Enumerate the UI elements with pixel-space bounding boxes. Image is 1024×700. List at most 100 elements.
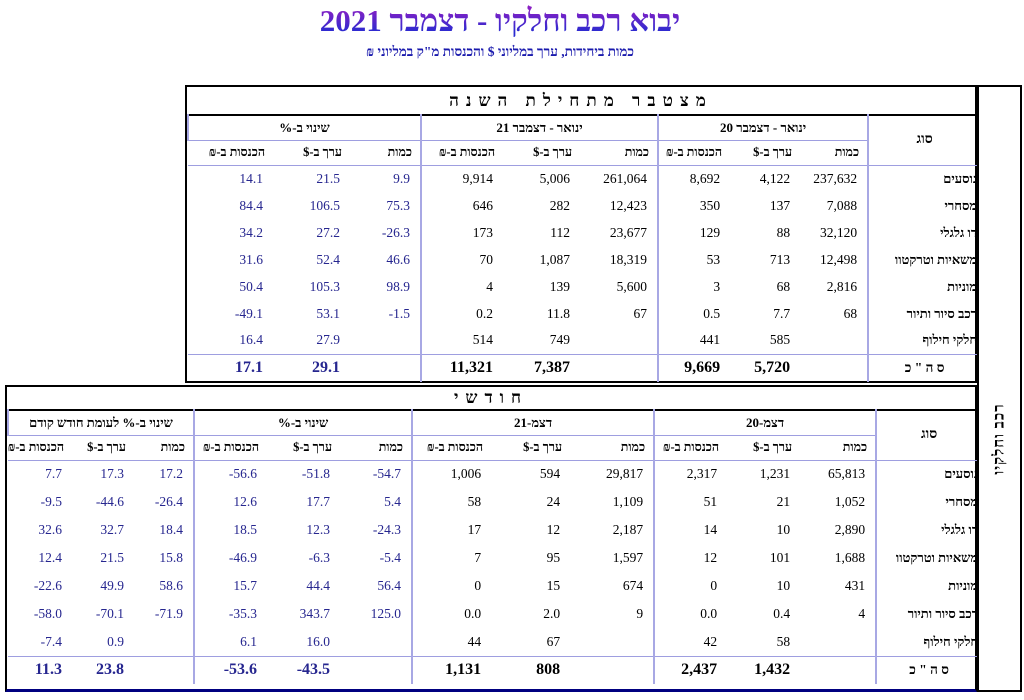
cell-type: מוניות bbox=[867, 273, 981, 300]
cell-pct-rev: 31.6 bbox=[239, 251, 264, 267]
cell-pct-rev: 6.1 bbox=[193, 628, 268, 656]
cell-m20-val: 101 bbox=[769, 550, 791, 565]
cell-pct-rev: 84.4 bbox=[239, 197, 264, 213]
cell-pct-qty: -1.5 bbox=[388, 305, 411, 321]
cell-pct-rev: 15.7 bbox=[193, 572, 268, 600]
monthly-group-change-vs-prev-month: שינוי ב-% לעומת חודש קודם bbox=[6, 410, 195, 436]
cell-y20-qty: 237,632 bbox=[813, 170, 858, 186]
cell-pct-rev: -46.9 bbox=[193, 544, 268, 572]
cell-m20-qty: 4 bbox=[858, 606, 866, 621]
cell-y20-rev: 3 bbox=[657, 273, 731, 300]
cell-prev-rev: 12.4 bbox=[38, 550, 63, 565]
cell-m20-rev: 42 bbox=[653, 628, 728, 656]
annual-group-change-pct: שינוי ב-% bbox=[186, 115, 422, 141]
cell-m21-val: 24 bbox=[546, 494, 561, 509]
cell-m21-val: 12 bbox=[546, 522, 561, 537]
cell-y21-val: 282 bbox=[549, 197, 571, 213]
cell-pct-rev: 16.4 bbox=[239, 332, 264, 348]
cell-m21-qty: 1,597 bbox=[612, 550, 644, 565]
cell-m21-val: 594 bbox=[539, 466, 561, 482]
cell-y20-val: 88 bbox=[776, 224, 791, 240]
cell-prev-val: 23.8 bbox=[72, 655, 135, 684]
cell-y21-qty: 12,423 bbox=[609, 197, 648, 213]
cell-y21-val: 112 bbox=[550, 224, 571, 240]
subcol-header-val: ערך ב-$ bbox=[727, 435, 801, 461]
cell-m20-rev: 12 bbox=[653, 544, 728, 572]
cell-pct-qty: 56.4 bbox=[377, 578, 402, 593]
cell-prev-val: 21.5 bbox=[100, 550, 125, 565]
cell-y20-qty bbox=[800, 327, 868, 354]
cell-pct-val: 16.0 bbox=[306, 633, 331, 649]
monthly-table: סוג דצמ-20 דצמ-21 שינוי ב-% שינוי ב-% לע… bbox=[6, 409, 982, 684]
cell-prev-qty: -71.9 bbox=[154, 606, 184, 621]
cell-y21-rev: 646 bbox=[420, 192, 504, 219]
cell-pct-val: -51.8 bbox=[301, 466, 331, 482]
cell-m20-qty: 65,813 bbox=[827, 466, 866, 482]
cell-pct-val: 17.7 bbox=[306, 494, 331, 509]
annual-subheader-row: כמות ערך ב-$ הכנסות ב-₪ כמות ערך ב-$ הכנ… bbox=[188, 140, 980, 166]
cell-prev-qty: 58.6 bbox=[159, 578, 184, 593]
cell-y21-val: 7,387 bbox=[503, 353, 581, 382]
subcol-header-val: ערך ב-$ bbox=[730, 140, 801, 166]
subcol-header-rev: הכנסות ב-₪ bbox=[657, 140, 731, 166]
cell-prev-rev: -7.4 bbox=[40, 633, 63, 649]
cell-y21-val: 139 bbox=[549, 278, 571, 294]
cell-prev-val: -44.6 bbox=[95, 494, 125, 509]
cell-type: מסחרי bbox=[867, 192, 981, 219]
cell-m21-rev: 7 bbox=[411, 544, 492, 572]
cell-pct-val: 343.7 bbox=[299, 606, 331, 621]
cell-prev-val: 32.7 bbox=[100, 522, 125, 537]
cell-prev-val: 49.9 bbox=[100, 578, 125, 593]
cell-m20-val: 10 bbox=[776, 522, 791, 537]
cell-y20-val: 5,720 bbox=[730, 353, 801, 382]
table-row: מוניות 431 10 0 674 15 0 56.4 44.4 15.7 … bbox=[8, 572, 982, 600]
annual-group-jan-dec-21: ינואר - דצמבר 21 bbox=[420, 115, 659, 141]
cell-prev-val: -70.1 bbox=[95, 606, 125, 621]
cell-y21-rev: 514 bbox=[420, 327, 504, 354]
cell-y21-qty: 23,677 bbox=[609, 224, 648, 240]
cell-m21-qty: 674 bbox=[622, 578, 644, 593]
cell-pct-rev: 34.2 bbox=[239, 224, 264, 240]
cell-pct-qty: -26.3 bbox=[381, 224, 411, 240]
cell-m20-val: 0.4 bbox=[773, 606, 791, 621]
cell-m21-rev: 44 bbox=[411, 628, 492, 656]
cell-pct-rev: -53.6 bbox=[193, 655, 268, 684]
table-row: נוסעים 237,632 4,122 8,692 261,064 5,006… bbox=[188, 165, 981, 192]
cell-y20-qty: 12,498 bbox=[819, 251, 858, 267]
cell-y21-qty bbox=[580, 353, 659, 382]
cell-y21-rev: 70 bbox=[420, 246, 504, 273]
page-title: יבוא רכב וחלקיו - דצמבר 2021 bbox=[0, 3, 1000, 39]
subcol-header-val: ערך ב-$ bbox=[491, 435, 571, 461]
annual-total-row: ס ה " כ 5,720 9,669 7,387 11,321 29.1 17… bbox=[188, 353, 981, 382]
cell-m20-rev: 14 bbox=[653, 516, 728, 544]
cell-y20-rev: 9,669 bbox=[657, 353, 731, 382]
cell-m21-qty: 9 bbox=[636, 606, 644, 621]
cell-pct-val: 52.4 bbox=[316, 251, 341, 267]
cell-m20-rev: 0 bbox=[653, 572, 728, 600]
table-row: משאיות וטרקטוו 1,688 101 12 1,597 95 7 -… bbox=[8, 544, 982, 572]
cell-total-label: ס ה " כ bbox=[867, 353, 981, 382]
table-row: נוסעים 65,813 1,231 2,317 29,817 594 1,0… bbox=[8, 460, 982, 488]
cell-pct-rev: -35.3 bbox=[193, 600, 268, 628]
subcol-header-val: ערך ב-$ bbox=[503, 140, 581, 166]
table-row: מוניות 2,816 68 3 5,600 139 4 98.9 105.3… bbox=[188, 273, 981, 300]
cell-type: דו גלגלי bbox=[875, 516, 982, 544]
cell-y20-qty: 68 bbox=[843, 305, 858, 321]
cell-m21-rev: 1,006 bbox=[411, 460, 492, 488]
cell-pct-val: 27.2 bbox=[316, 224, 341, 240]
cell-pct-qty: 75.3 bbox=[386, 197, 411, 213]
cell-pct-val: 21.5 bbox=[316, 170, 341, 186]
cell-m20-rev: 0.0 bbox=[653, 600, 728, 628]
annual-type-header: סוג bbox=[867, 115, 981, 166]
monthly-total-row: ס ה " כ 1,432 2,437 808 1,131 -43.5 -53.… bbox=[8, 655, 982, 684]
cell-pct-rev: -56.6 bbox=[193, 460, 268, 488]
cell-type: דו גלגלי bbox=[867, 219, 981, 246]
table-row: רכב סיור ותיור 68 7.7 0.5 67 11.8 0.2 -1… bbox=[188, 300, 981, 327]
table-row: מסחרי 7,088 137 350 12,423 282 646 75.3 … bbox=[188, 192, 981, 219]
cell-y21-rev: 11,321 bbox=[420, 353, 504, 382]
cell-prev-qty bbox=[134, 628, 194, 656]
annual-table-title: מצטבר מתחילת השנה bbox=[449, 91, 713, 110]
cell-pct-qty: 98.9 bbox=[386, 278, 411, 294]
cell-pct-qty bbox=[350, 327, 421, 354]
cell-pct-rev: 18.5 bbox=[193, 516, 268, 544]
